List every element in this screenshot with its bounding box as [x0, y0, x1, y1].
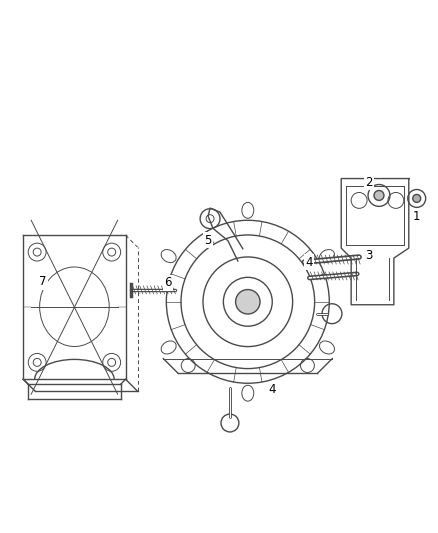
Text: 2: 2	[365, 176, 373, 189]
Text: 6: 6	[165, 277, 172, 289]
Text: 3: 3	[365, 248, 373, 262]
Text: 4: 4	[306, 255, 313, 269]
Text: 1: 1	[413, 210, 420, 223]
Text: 5: 5	[205, 233, 212, 247]
Text: 4: 4	[268, 383, 276, 395]
Circle shape	[413, 195, 421, 203]
Text: 7: 7	[39, 276, 47, 288]
Circle shape	[236, 289, 260, 314]
Circle shape	[374, 190, 384, 200]
